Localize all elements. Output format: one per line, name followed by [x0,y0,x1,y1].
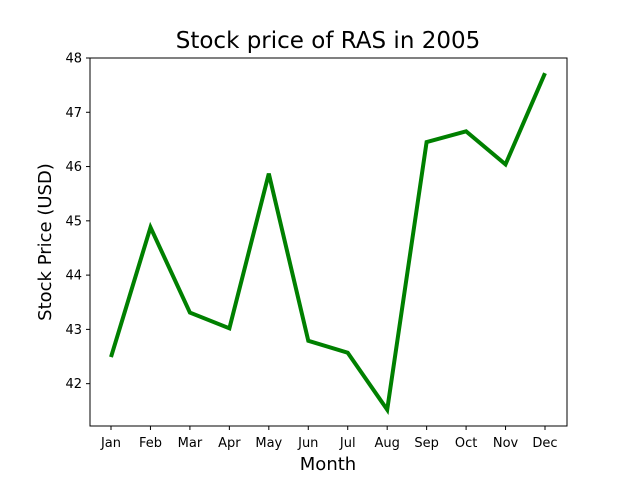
plot-frame [90,58,567,426]
x-tick-label: Mar [178,436,203,451]
y-axis-label: Stock Price (USD) [35,163,56,321]
y-tick-label: 42 [65,377,82,392]
x-tick-label: May [255,436,282,451]
x-tick-label: Nov [493,436,519,451]
y-tick-label: 48 [65,52,82,67]
x-tick-label: Sep [414,436,439,451]
x-tick-label: Aug [374,436,399,451]
x-axis-label: Month [300,454,356,475]
x-tick-label: Jun [297,436,318,451]
x-tick-label: Feb [139,436,162,451]
series-line [111,73,545,410]
x-tick-label: Jan [100,436,121,451]
y-tick-label: 44 [65,269,82,284]
y-tick-label: 46 [65,160,82,175]
x-tick-label: Oct [455,436,477,451]
x-tick-label: Apr [218,436,241,451]
x-tick-label: Jul [339,436,356,451]
chart-title: Stock price of RAS in 2005 [176,28,481,54]
x-tick-label: Dec [532,436,557,451]
y-tick-label: 47 [65,106,82,121]
y-tick-label: 45 [65,214,82,229]
y-tick-label: 43 [65,323,82,338]
